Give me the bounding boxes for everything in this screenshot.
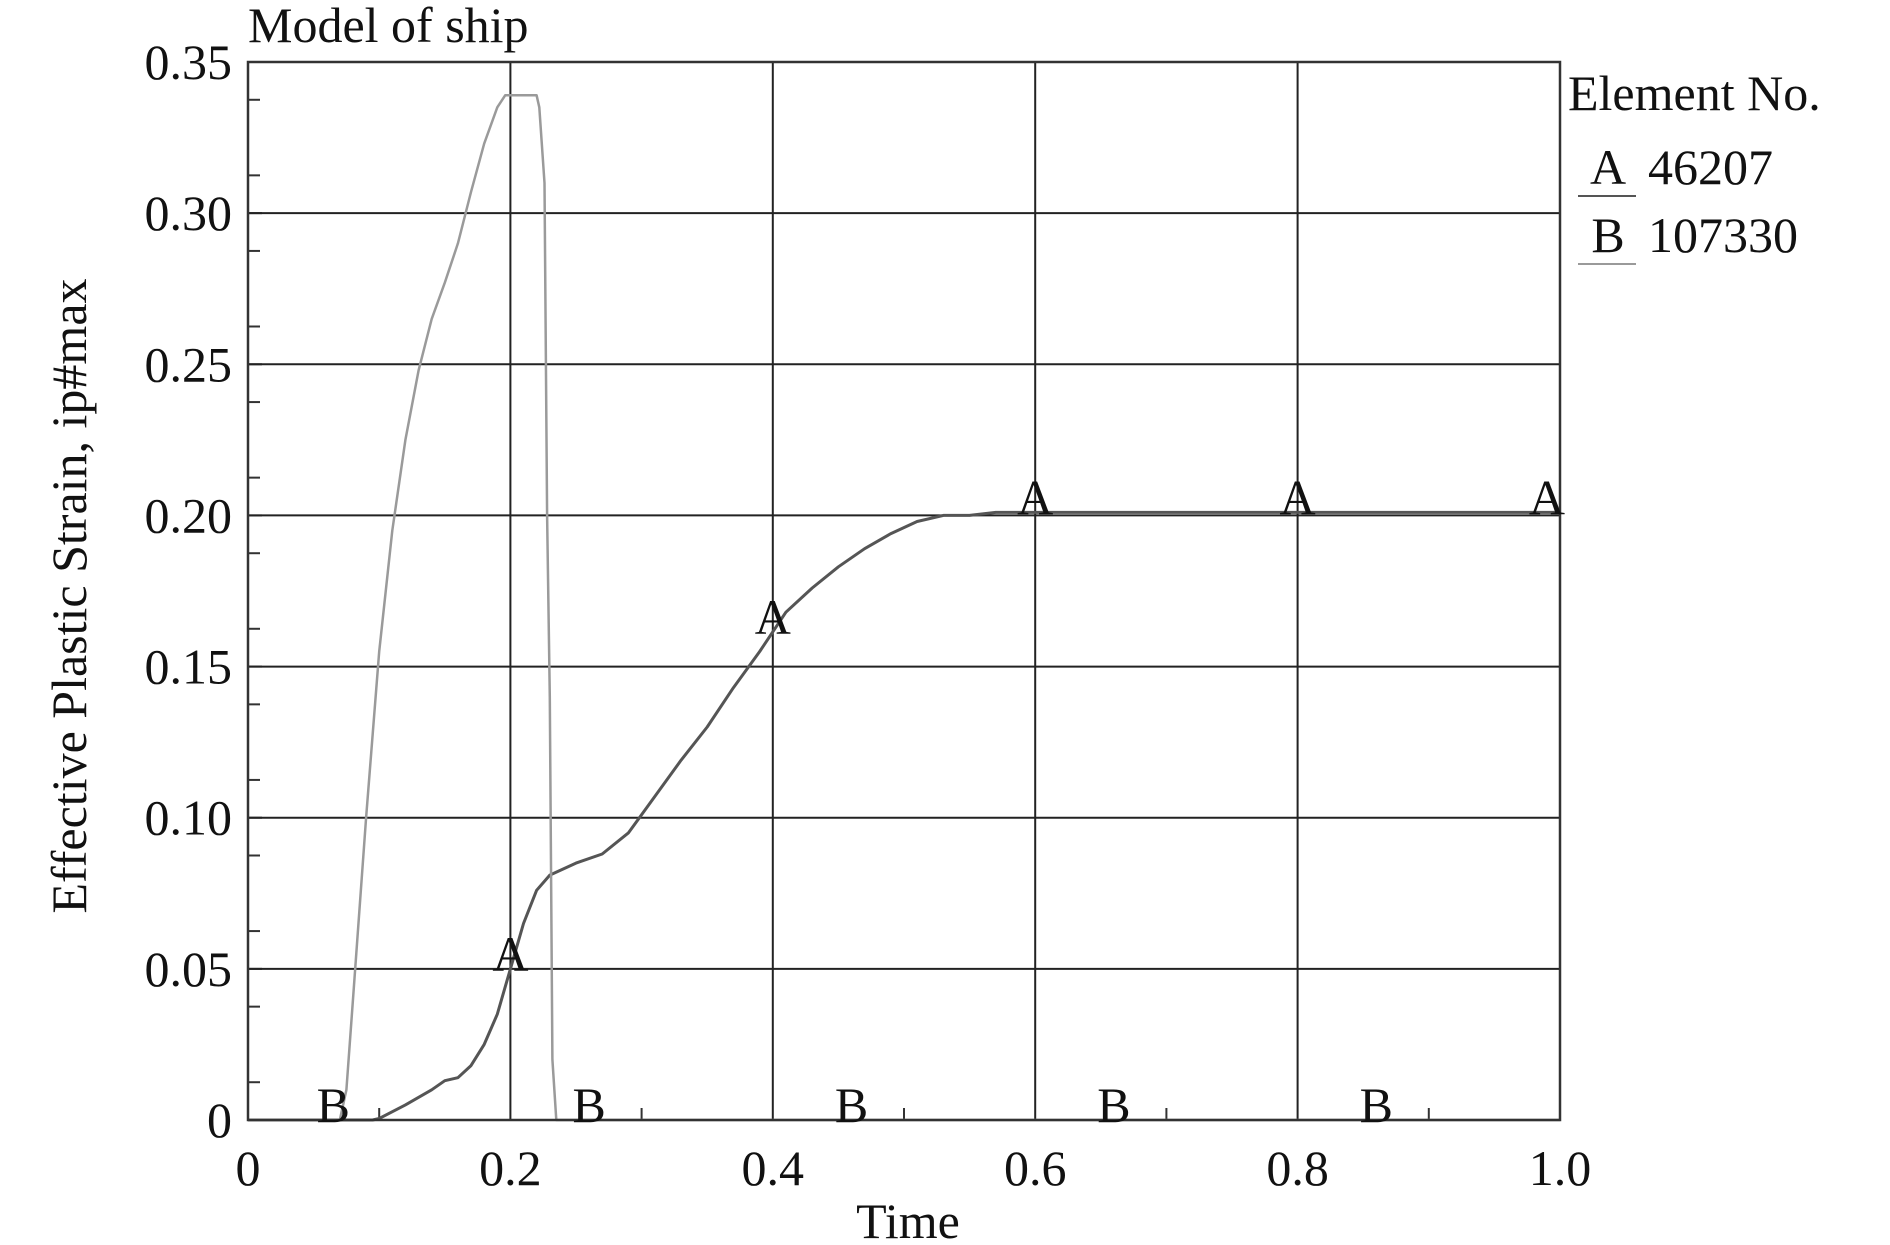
legend: Element No. A 46207 B 107330 <box>1568 65 1821 265</box>
legend-entries: A 46207 B 107330 <box>1578 139 1798 265</box>
y-tick-label: 0.05 <box>145 941 233 997</box>
series-marker-A: A <box>755 589 791 645</box>
x-tick-label: 0.2 <box>479 1140 542 1196</box>
x-tick-label: 0 <box>236 1140 261 1196</box>
legend-label: 46207 <box>1648 139 1773 195</box>
x-tick-label: 0.4 <box>742 1140 805 1196</box>
series-marker-B: B <box>1097 1077 1130 1133</box>
x-tick-label: 0.8 <box>1266 1140 1329 1196</box>
plot-area-border <box>246 60 1562 1122</box>
series-marker-B: B <box>1360 1077 1393 1133</box>
tick-labels: 0 0.05 0.10 0.15 0.20 0.25 0.30 0.35 0 0.2 0.4 0.6 0… <box>145 34 1592 1196</box>
y-tick-label: 0.25 <box>145 336 233 392</box>
y-tick-label: 0.15 <box>145 639 233 695</box>
minor-ticks <box>248 61 1430 1121</box>
legend-title: Element No. <box>1568 65 1821 121</box>
y-tick-label: 0.35 <box>145 34 233 90</box>
series-marker-B: B <box>572 1077 605 1133</box>
y-tick-label: 0 <box>207 1092 232 1148</box>
series-line-46207 <box>248 510 1560 1122</box>
legend-label: 107330 <box>1648 207 1798 263</box>
series-marker-B: B <box>835 1077 868 1133</box>
series-marker-A: A <box>1017 469 1053 525</box>
series-marker-A: A <box>1529 469 1565 525</box>
y-tick-label: 0.20 <box>145 487 233 543</box>
grid <box>248 62 1560 1120</box>
x-tick-label: 0.6 <box>1004 1140 1067 1196</box>
series-marker-B: B <box>317 1077 350 1133</box>
series-marker-A: A <box>1280 469 1316 525</box>
series-line-107330 <box>248 94 1560 1122</box>
series-lines <box>248 94 1560 1122</box>
legend-marker: B <box>1591 207 1624 263</box>
chart-title: Model of ship <box>248 0 529 53</box>
legend-marker: A <box>1590 139 1626 195</box>
x-axis-title: Time <box>856 1193 960 1245</box>
x-tick-label: 1.0 <box>1529 1140 1592 1196</box>
y-tick-label: 0.10 <box>145 790 233 846</box>
series-markers: A A A A A B B B B B <box>317 469 1565 1133</box>
y-tick-label: 0.30 <box>145 185 233 241</box>
y-axis-title: Effective Plastic Strain, ip#max <box>41 278 97 913</box>
plot-frame <box>246 60 1562 1122</box>
series-marker-A: A <box>492 926 528 982</box>
